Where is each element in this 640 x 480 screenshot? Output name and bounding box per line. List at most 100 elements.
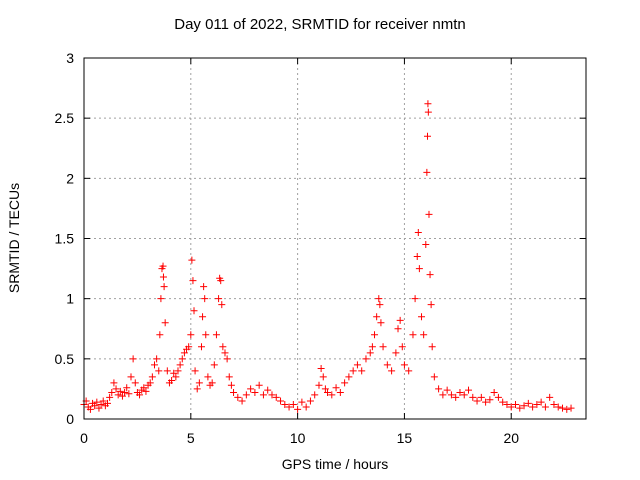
data-point <box>106 393 114 401</box>
data-point <box>195 379 203 387</box>
data-point <box>424 108 432 116</box>
data-point <box>332 384 340 392</box>
grid <box>84 58 586 419</box>
data-point <box>187 331 195 339</box>
data-point <box>97 401 105 409</box>
data-point <box>311 391 319 399</box>
data-point <box>157 295 165 303</box>
data-point <box>131 379 139 387</box>
x-axis-ticks: 0 5 10 15 20 <box>80 58 519 446</box>
data-point <box>127 373 135 381</box>
data-point <box>204 373 212 381</box>
data-point <box>375 295 383 303</box>
data-point <box>503 401 511 409</box>
y-axis-ticks: 0 0.5 1 1.5 2 2.5 3 <box>55 50 586 427</box>
data-point <box>123 384 131 392</box>
data-point <box>315 381 323 389</box>
data-point <box>415 265 423 273</box>
data-point <box>218 301 226 309</box>
data-point <box>298 398 306 406</box>
data-point <box>516 404 524 412</box>
data-point <box>116 387 124 395</box>
data-point <box>163 367 171 375</box>
data-point <box>392 349 400 357</box>
data-point <box>376 301 384 309</box>
data-point <box>426 271 434 279</box>
data-point <box>159 273 167 281</box>
data-point <box>146 379 154 387</box>
data-point <box>486 396 494 404</box>
data-point <box>268 391 276 399</box>
data-point <box>336 389 344 397</box>
data-point <box>168 376 176 384</box>
data-point <box>289 401 297 409</box>
data-point <box>178 355 186 363</box>
x-tick-label: 20 <box>503 430 519 446</box>
data-point <box>185 343 193 351</box>
data-point <box>428 343 436 351</box>
data-point <box>422 241 430 249</box>
data-point <box>447 391 455 399</box>
data-point <box>482 398 490 406</box>
data-point <box>227 381 235 389</box>
data-point <box>541 403 549 411</box>
data-point <box>368 343 376 351</box>
data-point <box>170 369 178 377</box>
data-point <box>114 391 122 399</box>
data-point <box>424 100 432 108</box>
data-point <box>190 307 198 315</box>
data-point <box>379 343 387 351</box>
data-point <box>172 373 180 381</box>
data-point <box>86 405 94 413</box>
data-point <box>377 319 385 327</box>
data-point <box>563 405 571 413</box>
data-point <box>383 361 391 369</box>
data-point <box>439 391 447 399</box>
data-point <box>394 325 402 333</box>
data-point <box>345 373 353 381</box>
data-point <box>247 385 255 393</box>
data-point <box>285 403 293 411</box>
y-tick-label: 0 <box>66 411 74 427</box>
data-point <box>108 389 116 397</box>
x-tick-label: 0 <box>80 430 88 446</box>
data-point <box>281 401 289 409</box>
data-point <box>199 313 207 321</box>
y-tick-label: 1.5 <box>55 231 75 247</box>
data-point <box>217 277 225 285</box>
data-point <box>153 355 161 363</box>
data-point <box>456 389 464 397</box>
data-point <box>321 385 329 393</box>
data-point <box>460 391 468 399</box>
data-point <box>142 387 150 395</box>
data-point <box>223 355 231 363</box>
data-point <box>99 397 107 405</box>
data-point <box>546 393 554 401</box>
data-point <box>473 397 481 405</box>
data-point <box>405 367 413 375</box>
data-point <box>161 319 169 327</box>
data-point <box>159 262 167 270</box>
data-point <box>251 389 259 397</box>
data-point <box>201 295 209 303</box>
data-point <box>242 391 250 399</box>
data-point <box>559 404 567 412</box>
data-point <box>550 401 558 409</box>
data-point <box>125 390 133 398</box>
data-point <box>238 397 246 405</box>
data-point <box>494 393 502 401</box>
data-point <box>414 228 422 236</box>
data-point <box>174 367 182 375</box>
data-point <box>537 398 545 406</box>
data-point <box>188 256 196 264</box>
data-point <box>259 391 267 399</box>
data-point <box>388 367 396 375</box>
data-point <box>121 389 129 397</box>
data-point <box>110 379 118 387</box>
data-point <box>193 385 201 393</box>
data-point <box>93 398 101 406</box>
data-point <box>230 389 238 397</box>
data-point <box>465 386 473 394</box>
data-point <box>341 379 349 387</box>
data-point <box>409 331 417 339</box>
